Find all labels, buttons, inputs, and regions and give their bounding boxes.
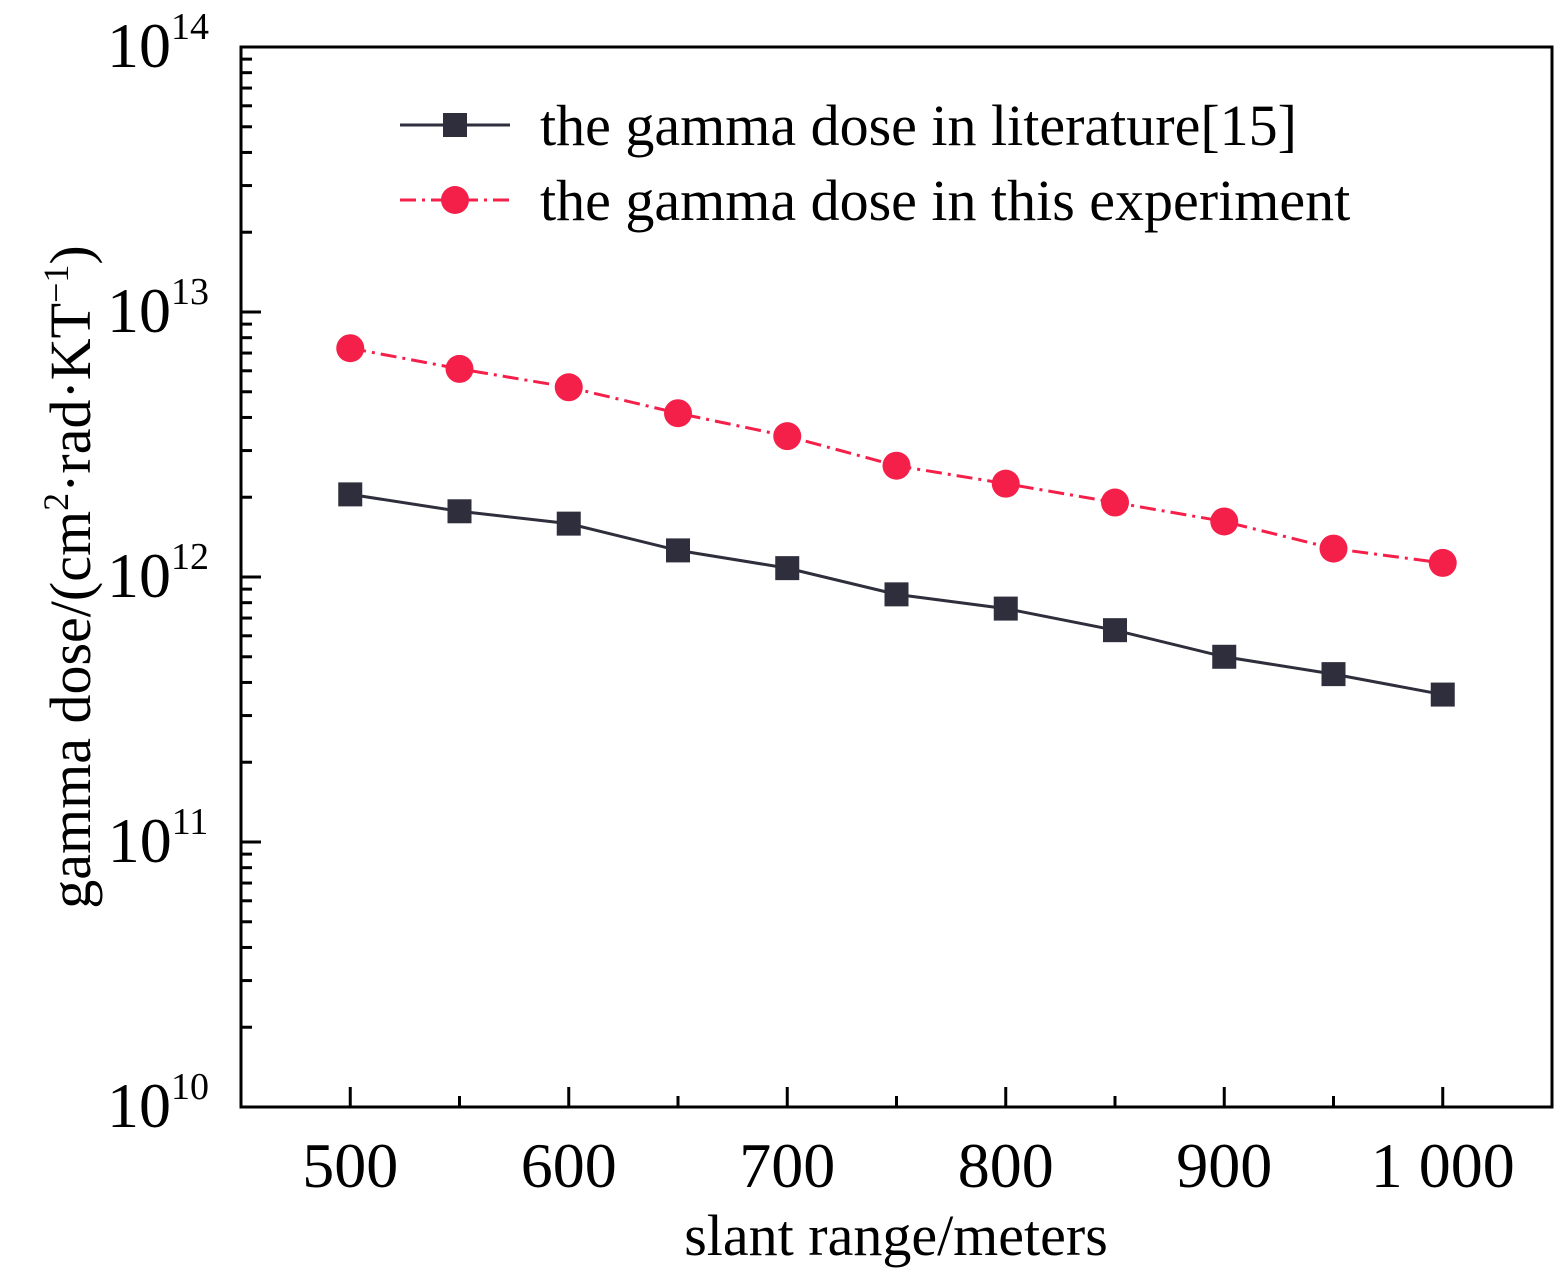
x-tick-label: 900	[1176, 1130, 1272, 1201]
data-point-circle	[1210, 507, 1239, 536]
x-axis-label: slant range/meters	[684, 1203, 1108, 1268]
y-tick-label: 1014	[107, 6, 209, 81]
data-point-circle	[1101, 488, 1129, 517]
data-point-circle	[1428, 548, 1457, 577]
data-point-square	[884, 582, 909, 607]
y-tick-label: 1011	[108, 801, 209, 876]
x-tick-label: 800	[958, 1130, 1054, 1201]
data-point-square	[556, 511, 581, 536]
data-point-square	[666, 538, 690, 563]
legend-label-literature: the gamma dose in literature[15]	[540, 93, 1297, 158]
legend: the gamma dose in literature[15] the gam…	[400, 93, 1350, 233]
data-point-square	[1212, 644, 1237, 669]
data-point-square	[1103, 618, 1127, 643]
y-tick-label: 1010	[107, 1066, 209, 1141]
y-ticks: 1010 1011 1012 1013 1014	[107, 6, 261, 1141]
data-point-circle	[882, 451, 911, 480]
data-point-square	[1321, 662, 1346, 687]
data-point-circle	[991, 469, 1020, 498]
data-point-square	[447, 499, 472, 524]
legend-marker-square	[443, 113, 467, 137]
y-tick-label: 1013	[107, 271, 209, 346]
y-axis-label: gamma dose/(cm2·rad·KT−1)	[36, 245, 103, 908]
data-point-square	[993, 596, 1018, 621]
data-point-circle	[773, 422, 802, 451]
legend-marker-circle	[441, 186, 469, 214]
data-point-circle	[664, 399, 692, 428]
data-point-circle	[445, 354, 474, 383]
data-point-circle	[336, 334, 365, 363]
data-point-square	[775, 556, 800, 581]
legend-label-experiment: the gamma dose in this experiment	[540, 168, 1350, 233]
x-tick-label: 1 000	[1371, 1130, 1515, 1201]
data-point-square	[1430, 682, 1455, 707]
y-tick-label: 1012	[107, 536, 209, 611]
x-tick-label: 500	[302, 1130, 398, 1201]
x-tick-label: 700	[739, 1130, 835, 1201]
series-layer	[336, 334, 1457, 707]
data-point-square	[338, 482, 363, 507]
x-ticks: 500 600 700 800 900 1 000	[302, 1087, 1515, 1201]
data-point-circle	[1319, 534, 1348, 563]
x-tick-label: 600	[521, 1130, 617, 1201]
data-point-circle	[554, 373, 583, 402]
